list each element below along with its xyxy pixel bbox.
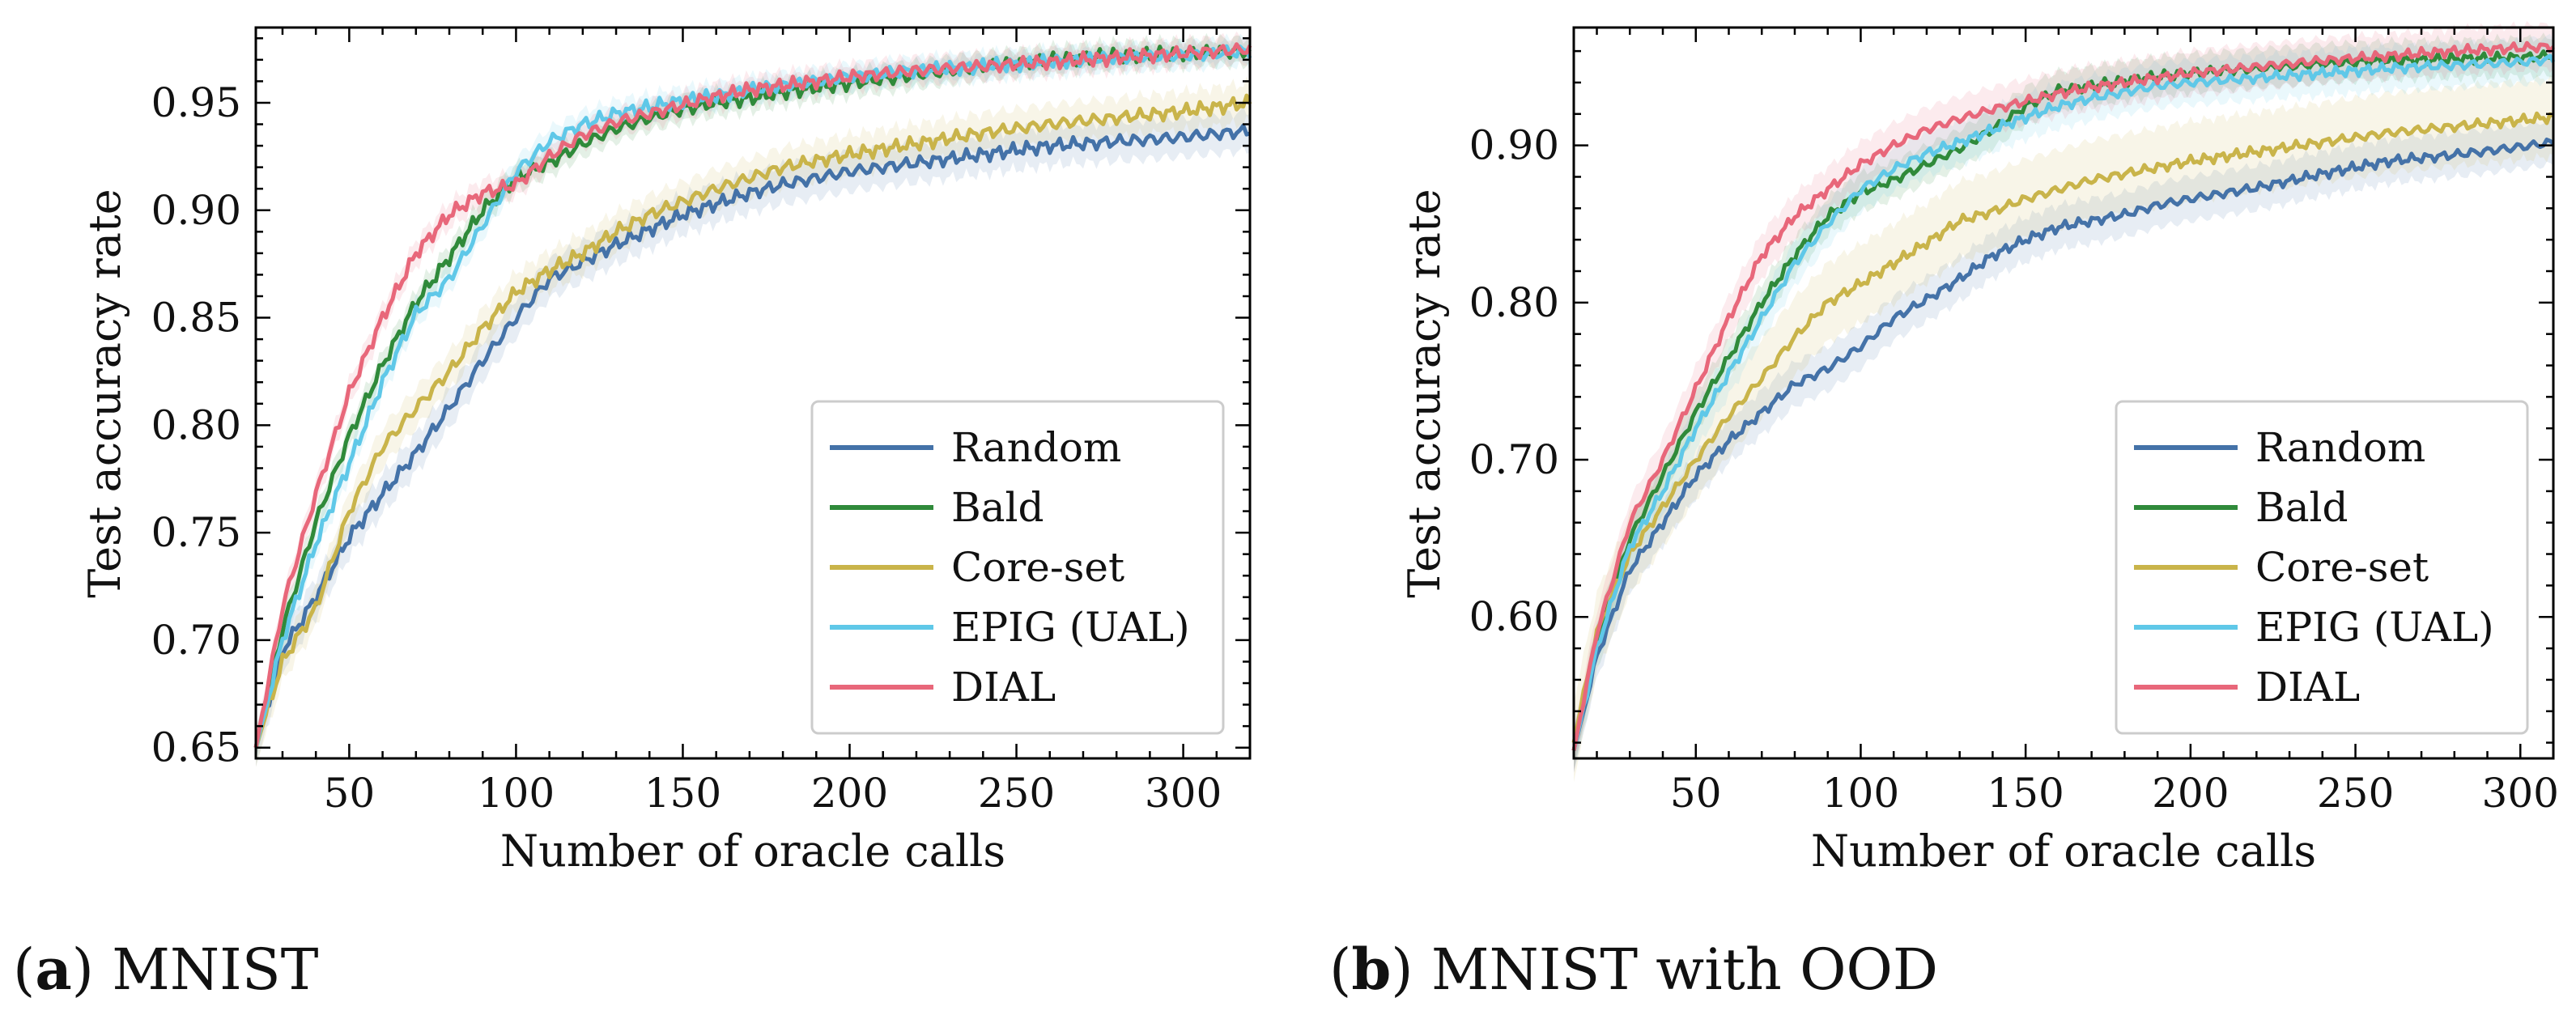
y-tick-label: 0.70 — [151, 617, 241, 664]
axis-ticks — [256, 28, 1252, 758]
band-core-set — [1574, 74, 2553, 783]
legend-item-core-set: Core-set — [830, 544, 1124, 591]
caption-title: MNIST with OOD — [1431, 936, 1938, 1003]
y-tick-label: 0.70 — [1469, 436, 1559, 483]
legend-box — [810, 400, 1225, 735]
y-tick-label: 0.95 — [151, 79, 241, 126]
line-dial — [1571, 40, 2555, 751]
legend-label: Core-set — [2255, 544, 2429, 591]
caption-title: MNIST — [112, 936, 318, 1003]
x-tick-labels: 50 100 150 200 250 300 — [1670, 770, 2559, 817]
legend-item-random: Random — [830, 424, 1121, 471]
legend-label: Bald — [2255, 484, 2349, 531]
legend: Random Bald Core-set EPIG (UAL) DIAL — [2115, 400, 2529, 735]
x-tick-label: 300 — [1145, 770, 1222, 817]
legend-label: DIAL — [951, 664, 1056, 711]
line-dial — [253, 42, 1252, 749]
x-tick-label: 250 — [978, 770, 1055, 817]
legend-item-dial: DIAL — [830, 664, 1056, 711]
y-axis-label: Test accuracy rate — [1399, 189, 1450, 597]
legend-label: DIAL — [2255, 664, 2360, 711]
line-core-set — [253, 93, 1252, 749]
x-tick-label: 250 — [2317, 770, 2394, 817]
line-random — [253, 123, 1251, 749]
x-tick-label: 100 — [478, 770, 555, 817]
legend-label: EPIG (UAL) — [951, 604, 1190, 651]
y-tick-labels: 0.65 0.70 0.75 0.80 0.85 0.90 0.95 — [151, 79, 241, 771]
y-tick-label: 0.90 — [151, 187, 241, 234]
y-tick-label: 0.75 — [151, 509, 241, 556]
band-dial — [1574, 20, 2553, 773]
legend-label: EPIG (UAL) — [2255, 604, 2494, 651]
x-tick-label: 300 — [2482, 770, 2559, 817]
legend-item-random: Random — [2134, 424, 2425, 471]
y-tick-label: 0.65 — [151, 724, 241, 771]
y-tick-label: 0.80 — [151, 401, 241, 448]
line-random — [1571, 138, 2555, 751]
y-tick-label: 0.80 — [1469, 279, 1559, 326]
panel-b-mnist-ood: 50 100 150 200 250 300 0.60 0.70 0.80 0.90 Numbe… — [1329, 20, 2559, 1003]
y-tick-label: 0.60 — [1469, 593, 1559, 640]
band-epig-ual — [1574, 33, 2553, 773]
legend-item-core-set: Core-set — [2134, 544, 2429, 591]
x-tick-label: 200 — [811, 770, 888, 817]
x-tick-label: 50 — [1670, 770, 1722, 817]
axis-ticks — [1574, 28, 2555, 758]
x-tick-label: 100 — [1822, 770, 1899, 817]
legend-item-bald: Bald — [830, 484, 1044, 531]
x-tick-label: 50 — [324, 770, 376, 817]
caption-b: (b) MNIST with OOD — [1329, 936, 1938, 1003]
x-tick-label: 150 — [644, 770, 721, 817]
y-tick-label: 0.90 — [1469, 122, 1559, 169]
panel-a-mnist: 50 100 150 200 250 300 0.650.700.750.800.850.… — [13, 26, 1252, 1003]
plot-frame — [1572, 26, 2555, 760]
line-epig-ual — [1571, 53, 2556, 751]
legend-box — [2115, 400, 2529, 735]
legend: Random Bald Core-set EPIG (UAL) DIAL — [810, 400, 1225, 735]
y-tick-label: 0.85 — [151, 295, 241, 342]
legend-label: Random — [2255, 424, 2425, 471]
legend-label: Random — [951, 424, 1121, 471]
x-axis-label: Number of oracle calls — [500, 826, 1005, 877]
legend-item-epig-ual: EPIG (UAL) — [2134, 604, 2494, 651]
legend-label: Core-set — [951, 544, 1124, 591]
legend-item-dial: DIAL — [2134, 664, 2360, 711]
legend-label: Bald — [951, 484, 1044, 531]
x-axis-label: Number of oracle calls — [1811, 826, 2316, 877]
caption-a: (a) MNIST — [13, 936, 318, 1003]
series-lines — [253, 42, 1252, 749]
confidence-bands — [1574, 20, 2553, 783]
x-tick-labels: 50 100 150 200 250 300 — [324, 770, 1222, 817]
legend-item-bald: Bald — [2134, 484, 2349, 531]
x-tick-label: 200 — [2152, 770, 2229, 817]
line-core-set — [1571, 111, 2555, 744]
x-tick-label: 150 — [1987, 770, 2064, 817]
series-lines — [1571, 40, 2556, 751]
line-epig-ual — [253, 44, 1252, 749]
caption-letter: b — [1351, 936, 1391, 1003]
caption-letter: a — [35, 936, 71, 1003]
legend-item-epig-ual: EPIG (UAL) — [830, 604, 1190, 651]
y-axis-label: Test accuracy rate — [79, 189, 130, 597]
plot-frame — [254, 26, 1252, 760]
y-tick-labels: 0.60 0.70 0.80 0.90 — [1469, 122, 1559, 641]
band-bald — [1574, 32, 2553, 770]
